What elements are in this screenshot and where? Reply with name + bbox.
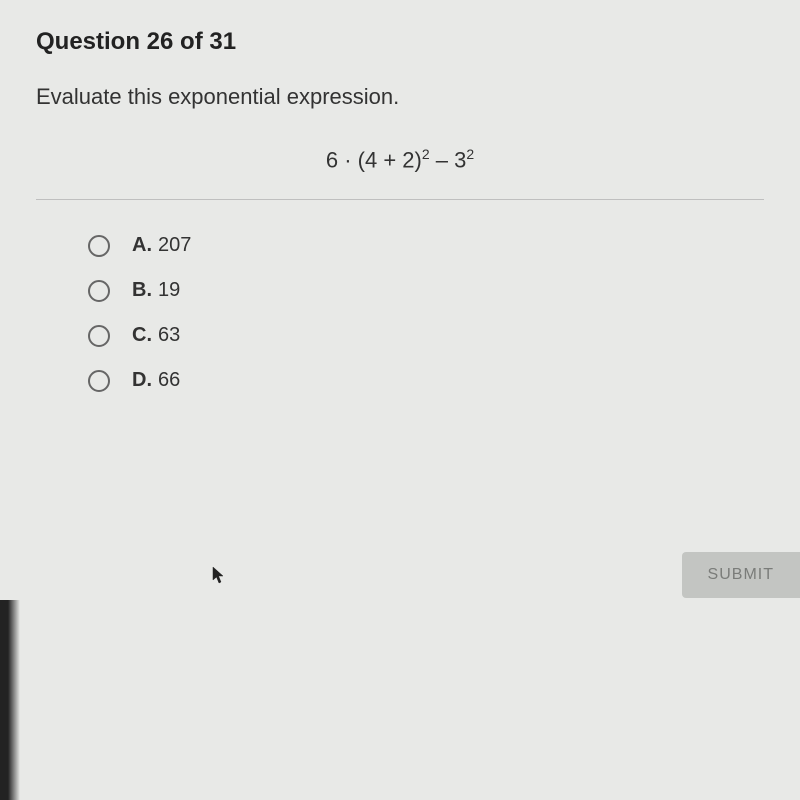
expr-minus: – bbox=[436, 147, 454, 172]
photo-edge-artifact bbox=[0, 600, 20, 800]
divider bbox=[36, 199, 764, 200]
option-value: 66 bbox=[158, 369, 180, 391]
option-label: B. 19 bbox=[132, 279, 180, 302]
option-value: 207 bbox=[158, 234, 191, 256]
question-header: Question 26 of 31 bbox=[36, 28, 764, 56]
radio-icon bbox=[88, 325, 110, 347]
option-label: C. 63 bbox=[132, 324, 180, 347]
option-label: D. 66 bbox=[132, 369, 180, 392]
option-value: 19 bbox=[158, 279, 180, 301]
option-a[interactable]: A. 207 bbox=[88, 234, 764, 257]
option-label: A. 207 bbox=[132, 234, 191, 257]
expr-exp1: 2 bbox=[422, 146, 430, 162]
radio-icon bbox=[88, 280, 110, 302]
submit-button[interactable]: SUBMIT bbox=[682, 552, 800, 598]
radio-icon bbox=[88, 370, 110, 392]
math-expression: 6 · (4 + 2)2 – 32 bbox=[36, 146, 764, 173]
expr-inner: 4 + 2 bbox=[365, 147, 415, 172]
cursor-icon bbox=[212, 566, 226, 589]
option-letter: D. bbox=[132, 369, 152, 391]
radio-icon bbox=[88, 235, 110, 257]
option-b[interactable]: B. 19 bbox=[88, 279, 764, 302]
expr-paren-close: ) bbox=[415, 147, 422, 172]
expr-exp2: 2 bbox=[466, 146, 474, 162]
option-d[interactable]: D. 66 bbox=[88, 369, 764, 392]
expr-base2: 3 bbox=[454, 147, 466, 172]
option-letter: A. bbox=[132, 234, 152, 256]
option-value: 63 bbox=[158, 324, 180, 346]
expr-part: 6 bbox=[326, 147, 338, 172]
expr-dot: · bbox=[344, 147, 351, 172]
option-letter: B. bbox=[132, 279, 152, 301]
options-list: A. 207 B. 19 C. 63 D. 66 bbox=[36, 234, 764, 392]
option-c[interactable]: C. 63 bbox=[88, 324, 764, 347]
question-prompt: Evaluate this exponential expression. bbox=[36, 84, 764, 110]
option-letter: C. bbox=[132, 324, 152, 346]
expr-paren-open: ( bbox=[358, 147, 365, 172]
quiz-page: Question 26 of 31 Evaluate this exponent… bbox=[0, 0, 800, 800]
